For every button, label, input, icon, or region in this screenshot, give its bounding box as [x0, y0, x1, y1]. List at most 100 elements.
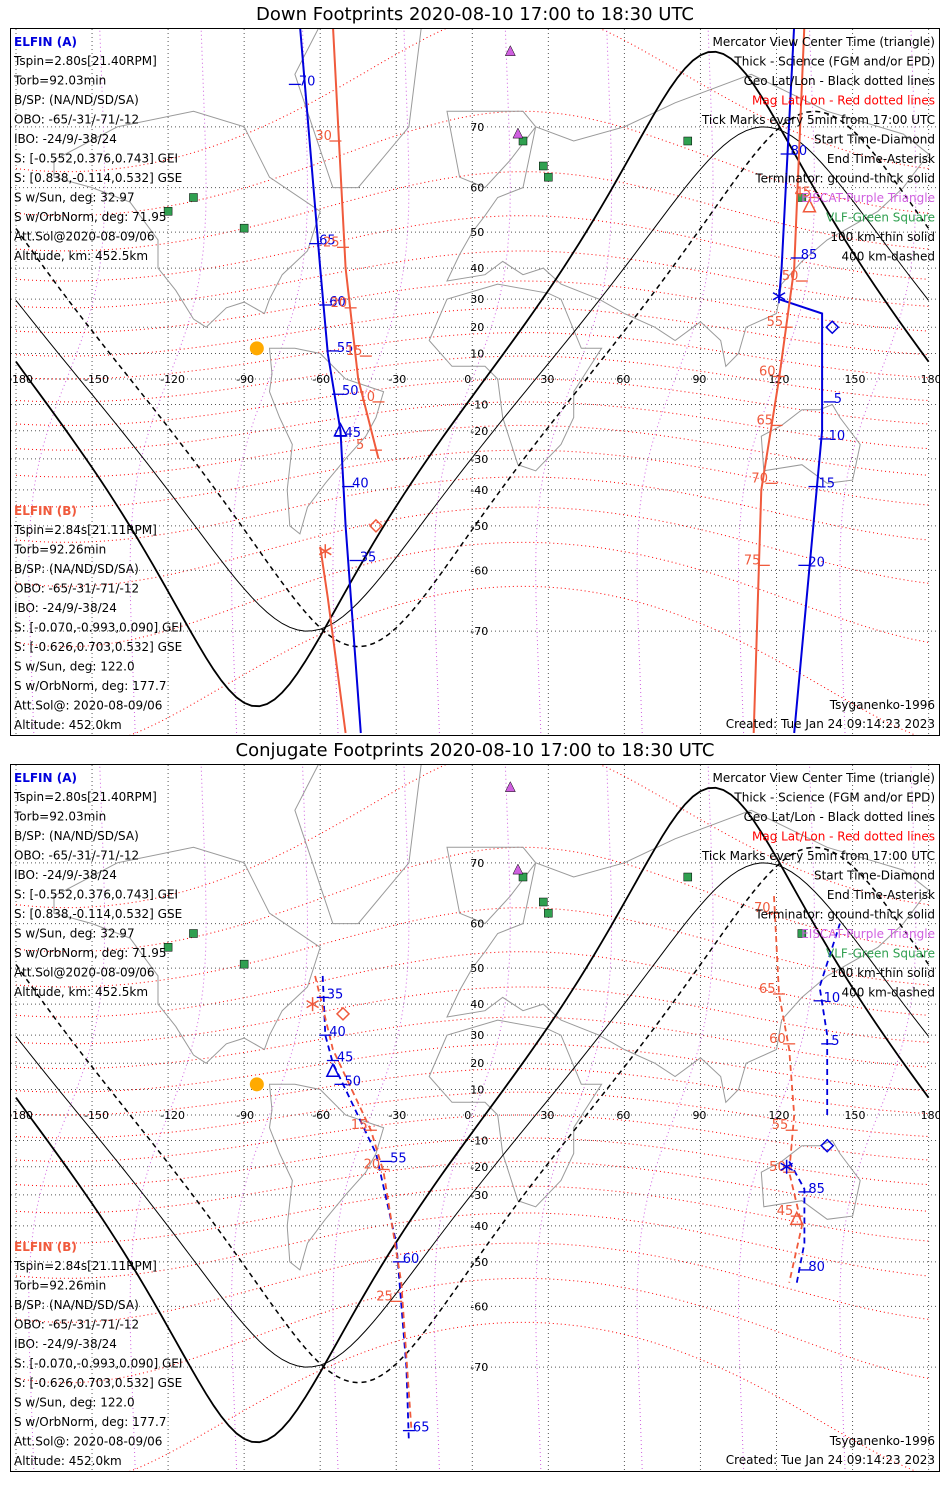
elfin-a-info-line: Att.Sol@2020-08-09/06 — [14, 230, 155, 244]
elfin-b-info-line: IBO: -24/9/-38/24 — [14, 601, 117, 615]
down-footprints-map-frame: -180-150-120-90-60-300306090120150180706… — [8, 0, 942, 749]
mag-latitude-line — [15, 401, 929, 451]
elfin-a-tick-label: 65 — [413, 1421, 430, 1436]
elfin-track-line — [298, 24, 362, 734]
elfin-b-tick-label: 45 — [795, 185, 812, 200]
elfin-b-tick-label: 50 — [782, 269, 799, 284]
continent-outline — [446, 846, 537, 925]
mag-latitude-line — [15, 1114, 929, 1162]
lat-tick-label: -60 — [470, 564, 488, 577]
elfin-a-tick-label: 55 — [337, 341, 354, 356]
lon-tick-label: 180 — [921, 373, 939, 386]
mag-latitude-line — [15, 424, 929, 478]
elfin-b-tick-label: 20 — [364, 1157, 381, 1172]
vlf-station-square — [189, 929, 198, 938]
start-time-diamond — [368, 518, 384, 533]
conjugate-footprints-map-frame: -180 -150 -120 -90 -60 -30 0 30 60 90 120 150 180 70 6… — [8, 708, 942, 1485]
lat-tick-label: -20 — [470, 1161, 488, 1174]
start-time-diamond — [825, 320, 840, 335]
mag-latitude-line — [15, 110, 929, 217]
lat-tick-label: -40 — [470, 484, 488, 497]
elfin-b-tick-label: 75 — [744, 553, 761, 568]
lat-tick-label: -10 — [470, 398, 488, 411]
elfin-a-tick-label: 45 — [337, 1051, 354, 1066]
elfin-b-info-line: S w/OrbNorm, deg: 177.7 — [14, 679, 166, 693]
lat-tick-label: 50 — [470, 962, 484, 975]
mag-latitude-line — [15, 449, 929, 508]
elfin-b-info-line: OBO: -65/-31/-71/-12 — [14, 582, 139, 596]
elfin-b-info-line: IBO: -24/9/-38/24 — [14, 1337, 117, 1351]
elfin-a-info-line: IBO: -24/9/-38/24 — [14, 132, 117, 146]
lon-tick-label: 0 — [464, 1109, 471, 1122]
legend-item: 100 km-thin solid — [830, 230, 935, 244]
legend-item: Mag Lat/Lon - Red dotted lines — [752, 94, 935, 108]
legend-item: Thick - Science (FGM and/or EPD) — [733, 791, 935, 805]
elfin-a-info-line: S: [-0.552,0.376,0.743] GEI — [14, 888, 178, 902]
elfin-a-info-line: Torb=92.03min — [13, 810, 106, 824]
elfin-a-tick-label: 80 — [791, 144, 808, 159]
lon-tick-label: -150 — [84, 1109, 109, 1122]
elfin-b-info-line: S: [-0.626,0.703,0.532] GSE — [14, 1376, 182, 1390]
elfin-track-line — [773, 896, 803, 1283]
elfin-b-info-line: Torb=92.26min — [13, 1279, 106, 1293]
lat-tick-label: 30 — [470, 293, 484, 306]
created-timestamp: Created: Tue Jan 24 09:14:23 2023 — [726, 717, 935, 731]
lat-tick-label: 10 — [470, 348, 484, 361]
legend-item: Tick Marks every 5min from 17:00 UTC — [701, 849, 935, 863]
vlf-station-square — [683, 136, 693, 146]
mag-latitude-line — [15, 585, 929, 749]
elfin-a-tick-label: 40 — [352, 477, 369, 492]
elfin-track-line — [321, 975, 410, 1443]
lon-tick-label: -180 — [11, 1109, 33, 1122]
lon-tick-label: -120 — [160, 1109, 185, 1122]
vlf-station-square — [797, 929, 807, 938]
elfin-b-name: ELFIN (B) — [14, 1240, 77, 1254]
continent-outline — [53, 846, 321, 1064]
elfin-b-tick-label: 45 — [777, 1204, 794, 1219]
elfin-b-tick-label: 65 — [757, 413, 774, 428]
elfin-b-info-line: B/SP: (NA/ND/SD/SA) — [14, 562, 139, 576]
elfin-a-tick-label: 10 — [824, 991, 841, 1006]
elfin-a-info-line: Tspin=2.80s[21.40RPM] — [13, 54, 157, 68]
center-time-triangle — [789, 1210, 804, 1226]
elfin-a-tick-label: 60 — [403, 1252, 420, 1267]
lat-tick-label: -30 — [470, 453, 488, 466]
lon-tick-label: -150 — [84, 373, 109, 386]
elfin-b-info-line: Tspin=2.84s[21.11RPM] — [13, 523, 157, 537]
vlf-station-square — [539, 897, 548, 907]
lat-tick-label: 50 — [470, 226, 484, 239]
end-time-asterisk — [318, 547, 332, 556]
legend-item: Mercator View Center Time (triangle) — [713, 35, 935, 49]
elfin-b-tick-label: 5 — [356, 438, 364, 453]
legend-item: Terminator: ground-thick solid — [754, 908, 935, 922]
vlf-station-square — [189, 193, 198, 202]
lat-tick-label: -70 — [470, 625, 488, 638]
elfin-a-info-line: Altitude, km: 452.5km — [14, 249, 148, 263]
elfin-a-tick-label: 65 — [319, 234, 336, 249]
elfin-b-tick-label: 25 — [376, 1289, 393, 1304]
elfin-a-tick-label: 60 — [329, 295, 346, 310]
legend-item: EISCAT-Purple Triangle — [801, 927, 935, 941]
vlf-station-square — [539, 161, 548, 171]
center-time-triangle — [325, 1062, 341, 1077]
elfin-a-name: ELFIN (A) — [14, 771, 77, 785]
elfin-a-info-line: IBO: -24/9/-38/24 — [14, 868, 117, 882]
elfin-a-tick-label: 40 — [329, 1025, 346, 1040]
vlf-station-square — [518, 136, 528, 146]
continent-outline — [428, 283, 603, 472]
sun-position-icon — [249, 1077, 264, 1092]
lat-tick-label: -50 — [470, 520, 488, 533]
elfin-b-info-line: B/SP: (NA/ND/SD/SA) — [14, 1298, 139, 1312]
legend-item: End Time-Asterisk — [827, 152, 935, 166]
lon-tick-label: 60 — [616, 373, 630, 386]
lon-tick-label: 30 — [540, 373, 554, 386]
elfin-a-tick-label: 50 — [342, 384, 359, 399]
start-time-diamond — [335, 1006, 351, 1021]
legend-item: Mercator View Center Time (triangle) — [713, 771, 935, 785]
sun-position-icon — [249, 341, 264, 356]
lon-tick-label: 0 — [464, 373, 471, 386]
legend-item: VLF-Green Square — [826, 947, 935, 961]
elfin-b-tick-label: 15 — [346, 344, 363, 359]
end-time-asterisk — [772, 292, 786, 301]
lon-tick-label: 30 — [540, 1109, 554, 1122]
